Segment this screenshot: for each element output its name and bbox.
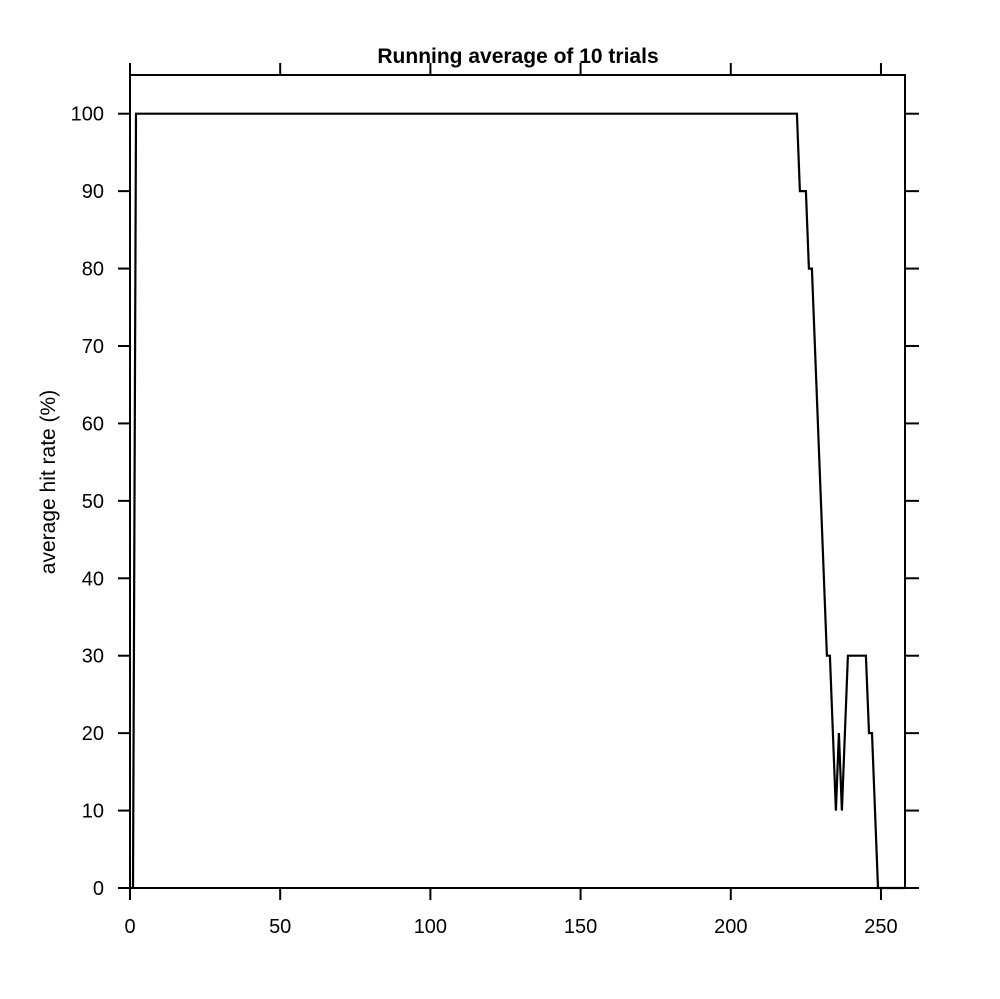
- y-axis-ticks: 0 10 20 30 40 50 60 70 80 90 100: [71, 104, 919, 900]
- x-tick-label: 150: [564, 916, 597, 938]
- x-tick-label: 50: [269, 916, 291, 938]
- x-tick-label: 100: [414, 916, 447, 938]
- x-tick-label: 200: [714, 916, 747, 938]
- y-tick-label: 100: [71, 104, 104, 126]
- x-axis-ticks: 0 50 100 150 200 250: [124, 63, 898, 938]
- plot-frame: [129, 74, 906, 889]
- chart-title: Running average of 10 trials: [377, 45, 658, 68]
- y-tick-label: 10: [82, 801, 104, 823]
- y-tick-label: 50: [82, 491, 104, 513]
- y-tick-label: 30: [82, 646, 104, 668]
- x-tick-label: 250: [864, 916, 897, 938]
- y-tick-label: 70: [82, 336, 104, 358]
- y-tick-label: 0: [93, 878, 104, 900]
- y-tick-label: 80: [82, 259, 104, 281]
- y-axis-title: average hit rate (%): [37, 390, 60, 574]
- y-tick-label: 60: [82, 413, 104, 435]
- x-tick-label: 0: [124, 916, 135, 938]
- series-line: [130, 112, 905, 890]
- y-tick-label: 90: [82, 181, 104, 203]
- y-tick-label: 40: [82, 568, 104, 590]
- y-tick-label: 20: [82, 723, 104, 745]
